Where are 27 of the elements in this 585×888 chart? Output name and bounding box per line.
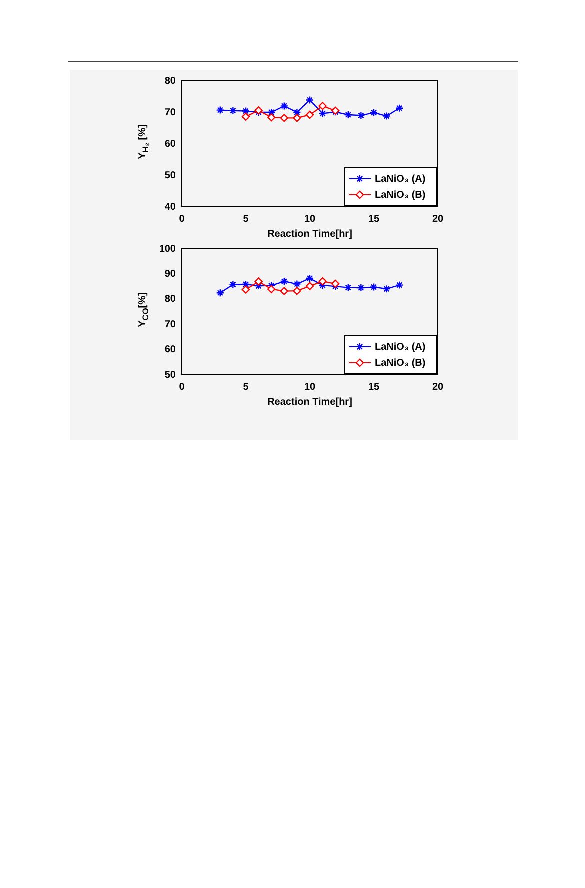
legend-label: LaNiO₃ (B) <box>375 190 426 201</box>
x-tick-label: 5 <box>243 214 250 225</box>
x-tick-label: 15 <box>368 214 380 225</box>
x-axis-title: Reaction Time[hr] <box>268 396 352 408</box>
x-tick-label: 15 <box>368 382 380 393</box>
legend-label: LaNiO₃ (A) <box>375 342 426 353</box>
y-tick-label: 80 <box>164 294 176 306</box>
y-tick-label: 60 <box>164 138 176 150</box>
x-tick-label: 20 <box>432 382 444 393</box>
y-tick-label: 90 <box>164 268 176 280</box>
x-tick-label: 10 <box>304 382 316 393</box>
x-tick-label: 0 <box>179 382 186 393</box>
y-tick-label: 50 <box>164 170 176 182</box>
y-tick-label: 70 <box>164 107 176 118</box>
y-tick-label: 80 <box>164 76 176 87</box>
x-tick-label: 0 <box>179 214 186 225</box>
x-tick-label: 20 <box>432 214 444 225</box>
y-tick-label: 50 <box>164 370 176 381</box>
y-tick-label: 100 <box>159 244 176 255</box>
legend-label: LaNiO₃ (A) <box>375 174 426 185</box>
y-tick-label: 60 <box>164 344 176 356</box>
y-tick-label: 40 <box>164 202 176 213</box>
x-tick-label: 10 <box>304 214 316 225</box>
x-axis-title: Reaction Time[hr] <box>268 228 352 240</box>
y-tick-label: 70 <box>164 319 176 330</box>
legend-label: LaNiO₃ (B) <box>375 358 426 369</box>
x-tick-label: 5 <box>243 382 250 393</box>
